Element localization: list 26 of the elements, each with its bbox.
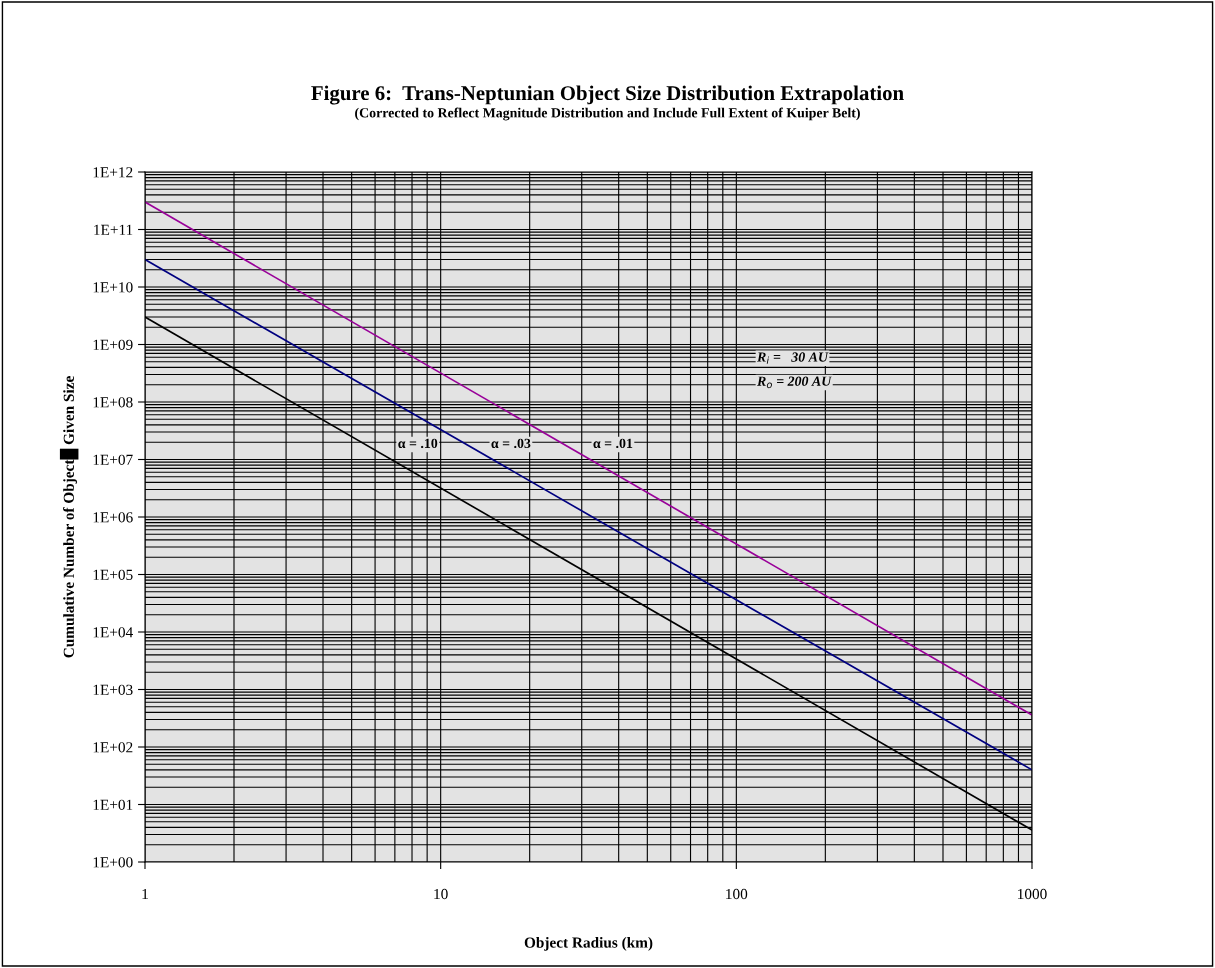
y-tick-label: 1E+12 [93,167,133,178]
x-tick-label: 100 [726,888,748,900]
annotation: α = .10 [398,438,438,449]
y-tick-label: 1E+05 [93,569,133,580]
y-tick-label: 1E+11 [94,224,133,235]
x-tick-label: 10 [434,888,448,900]
annotation: α = .01 [593,438,633,449]
annotation: R$_{o}$ = 200 AU [757,376,832,389]
y-tick-label: 1E+08 [93,397,133,408]
chart-subtitle: (Corrected to Reflect Magnitude Distribution and Include Full Extent of Kuiper Belt) [355,107,860,121]
y-tick-label: 1E+04 [93,627,133,638]
y-tick-label: 1E+10 [93,282,133,293]
y-tick-label: 1E+06 [93,512,133,523]
y-tick-label: 1E+02 [93,742,133,753]
annotation: R$_{i}$ = 30 AU [757,352,829,364]
x-tick-label: 1000 [1018,888,1047,900]
y-tick-label: 1E+01 [93,799,133,810]
x-tick-label: 1 [142,888,148,899]
annotation: α = .03 [491,438,531,449]
chart-title: Figure 6: Trans-Neptunian Object Size Distribution Extrapolation [311,85,904,105]
y-tick-label: 1E+09 [93,339,133,350]
y-tick-label: 1E+03 [93,684,133,695]
y-axis-title: Cumulative Number of Object█ Given Size [59,376,79,658]
y-tick-label: 1E+00 [93,857,133,868]
y-tick-label: 1E+07 [93,454,133,465]
x-axis-title: Object Radius (km) [524,936,653,951]
